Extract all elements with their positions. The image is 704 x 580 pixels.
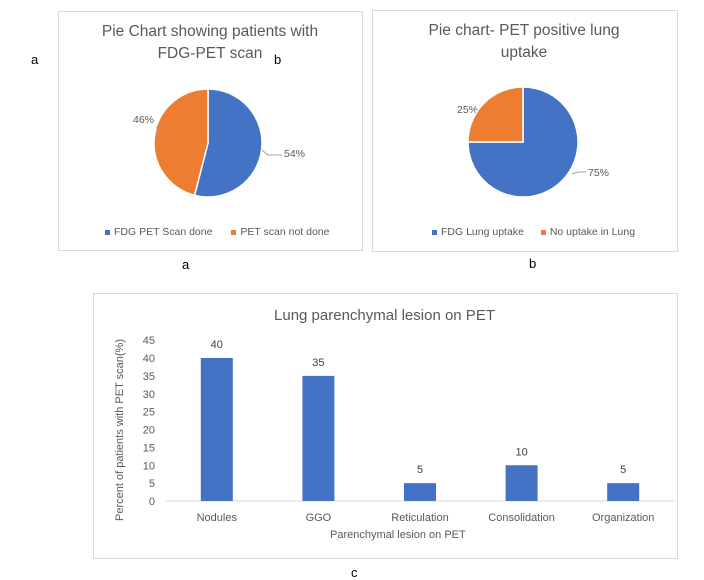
pie-b-leader-line-0 [571,171,586,175]
bar-organization [607,483,640,501]
bar-nodules [200,358,233,501]
bar-data-label: 10 [515,446,527,458]
pie-a-slice-0 [193,88,263,198]
y-tick-label: 10 [143,460,155,472]
figure-label-b: b [274,52,282,67]
bar-data-label: 5 [620,464,626,476]
pie-b-data-label-1: 25% [457,104,479,116]
pie-b-legend: FDG Lung uptake No uptake in Lung [432,226,635,238]
pie-a-data-label-0: 54% [284,148,306,160]
y-tick-label: 15 [143,442,155,454]
legend-label: FDG PET Scan done [114,226,213,238]
pie-b-title-line2: uptake [500,44,548,61]
bar-chart-panel [93,293,678,559]
pie-b-title-line1: Pie chart- PET positive lung [428,22,620,39]
legend-label: FDG Lung uptake [441,226,524,238]
pie-b-data-label-0: 75% [588,167,610,179]
caption-c: c [351,565,358,580]
legend-swatch-blue [432,229,437,235]
pie-a-title-line1: Pie Chart showing patients with [101,23,319,40]
bar-data-label: 40 [211,339,223,351]
bar-data-label: 5 [417,464,423,476]
legend-swatch-blue [105,229,110,235]
bar-data-label: 35 [312,357,324,369]
x-tick-label: Organization [592,512,654,524]
x-tick-label: Nodules [197,512,238,524]
bar-title: Lung parenchymal lesion on PET [274,307,495,324]
pie-a-title-line2: FDG-PET scan [157,45,263,62]
y-tick-label: 45 [143,335,155,347]
pie-a-leader-line-0 [261,149,282,156]
x-tick-label: GGO [306,512,332,524]
y-tick-label: 25 [143,407,155,419]
bar-ggo [302,375,335,501]
pie-a-slice-1 [153,88,209,197]
y-tick-label: 30 [143,389,155,401]
pie-a-legend: FDG PET Scan done PET scan not done [105,226,329,238]
bar-xlabel: Parenchymal lesion on PET [330,529,466,541]
pie-b-slice-1 [467,86,524,143]
figure-label-a: a [31,52,39,67]
x-tick-label: Reticulation [391,512,448,524]
pie-a-data-label-1: 46% [133,114,155,126]
legend-swatch-orange [540,229,546,235]
y-tick-label: 20 [143,425,155,437]
legend-label: PET scan not done [240,226,330,238]
caption-a: a [182,257,190,272]
legend-label: No uptake in Lung [549,226,636,238]
y-tick-label: 40 [143,353,155,365]
caption-b: b [529,256,537,271]
x-tick-label: Consolidation [488,512,555,524]
y-tick-label: 5 [149,478,155,490]
legend-swatch-orange [231,229,237,235]
bar-consolidation [505,465,538,501]
bar-reticulation [404,483,436,501]
y-tick-label: 35 [143,371,155,383]
y-tick-label: 0 [149,496,155,508]
